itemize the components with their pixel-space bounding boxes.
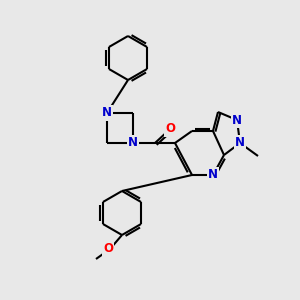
Text: N: N (235, 136, 245, 149)
Text: N: N (102, 106, 112, 119)
Text: O: O (165, 122, 175, 136)
Text: O: O (103, 242, 113, 256)
Text: N: N (232, 113, 242, 127)
Text: N: N (208, 169, 218, 182)
Text: N: N (128, 136, 138, 149)
